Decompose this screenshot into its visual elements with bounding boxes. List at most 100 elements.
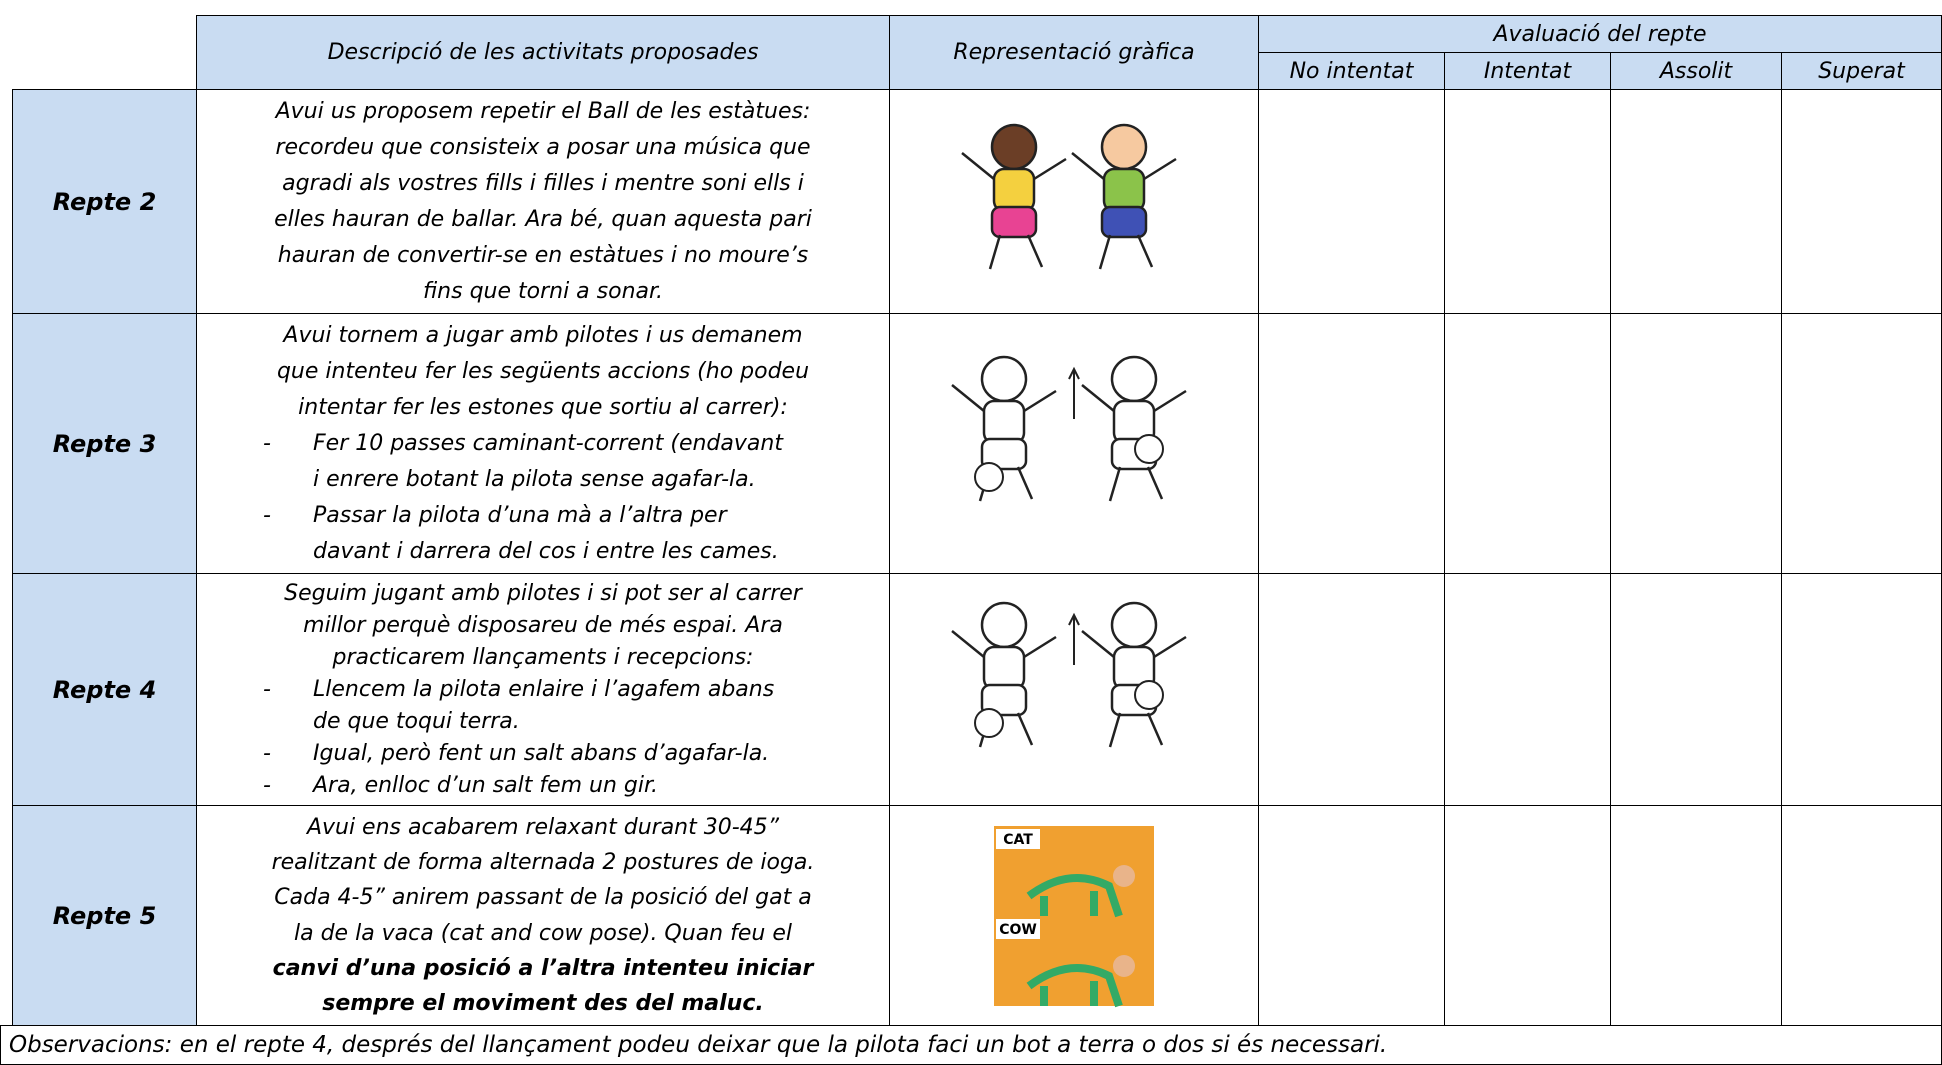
- illustration-part: [1134, 433, 1164, 464]
- text-line: recordeu que consisteix a posar una músi…: [275, 134, 811, 160]
- illustration-part: [951, 355, 1057, 501]
- illustration: [951, 601, 1187, 747]
- text-line: Avui ens acabarem relaxant durant 30-45”: [306, 814, 780, 840]
- evaluation-cell: [1444, 89, 1611, 314]
- text-line: practicarem llançaments i recepcions:: [332, 644, 754, 670]
- illustration-part: [1081, 601, 1187, 747]
- illustration-part: [980, 601, 1028, 648]
- text-line: - Llencem la pilota enlaire i l’agafem ab…: [205, 674, 881, 706]
- text-line: millor perquè disposareu de més espai. A…: [303, 612, 783, 638]
- illustration-part: [996, 918, 1040, 939]
- illustration-part: [982, 399, 1026, 444]
- illustration-part: [1113, 864, 1135, 887]
- text-line: canvi d’una posició a l’altra intenteu i…: [205, 951, 881, 986]
- header-graphic: Representació gràfica: [889, 15, 1259, 90]
- bullet: -: [263, 502, 271, 528]
- illustration-part: [974, 461, 1004, 492]
- illustration-part: [992, 167, 1036, 212]
- graphic-cell: [889, 573, 1259, 806]
- illustration-part: [974, 707, 1004, 738]
- evaluation-cell: [1444, 313, 1611, 574]
- illustration-part: [990, 123, 1038, 170]
- text-line: que intenteu fer les següents accions (h…: [276, 358, 810, 384]
- text: Ara, enlloc d’un salt fem un gir.: [313, 772, 659, 798]
- header-description: Descripció de les activitats proposades: [196, 15, 890, 90]
- illustration-part: [980, 683, 1028, 716]
- illustration-part: [1081, 355, 1187, 501]
- text: de que toqui terra.: [313, 708, 520, 734]
- evaluation-cell: [1781, 805, 1942, 1026]
- row-label: Repte 2: [12, 89, 197, 314]
- illustration-part: [1100, 205, 1148, 238]
- text-line: - Fer 10 passes caminant-corrent (endavan…: [205, 426, 881, 462]
- text-line: Cada 4-5” anirem passant de la posició d…: [274, 885, 812, 911]
- text-line: fins que torni a sonar.: [422, 278, 664, 304]
- text-line: elles hauran de ballar. Ara bé, quan aqu…: [274, 206, 812, 232]
- evaluation-cell: [1781, 573, 1942, 806]
- text-line: i enrere botant la pilota sense agafar-l…: [205, 462, 881, 498]
- graphic-label: COW: [999, 922, 1037, 938]
- activity-description: Avui tornem a jugar amb pilotes i us dem…: [196, 313, 890, 574]
- observations: Observacions: en el repte 4, després del…: [0, 1025, 1942, 1065]
- illustration-part: [1102, 167, 1146, 212]
- text-line: la de la vaca (cat and cow pose). Quan f…: [294, 920, 792, 946]
- text-line: sempre el moviment des del maluc.: [205, 986, 881, 1021]
- header-level: No intentat: [1258, 52, 1445, 90]
- illustration: CAT COW: [994, 825, 1154, 1007]
- illustration-part: [1081, 629, 1187, 747]
- graphic-label: CAT: [1003, 832, 1033, 848]
- text-line: de que toqui terra.: [205, 706, 881, 738]
- illustration-part: [1026, 873, 1123, 917]
- text-run: canvi d’una posició a l’altra: [272, 955, 624, 981]
- text-line: Seguim jugant amb pilotes i si pot ser a…: [284, 580, 802, 606]
- illustration-part: [951, 383, 1057, 501]
- header-level: Intentat: [1444, 52, 1611, 90]
- illustration-part: [1113, 954, 1135, 977]
- illustration-part: [994, 825, 1154, 1006]
- text-line: - Igual, però fent un salt abans d’agafar…: [205, 738, 881, 770]
- illustration-part: [1068, 612, 1080, 665]
- text: Fer 10 passes caminant-corrent (endavant: [313, 430, 783, 456]
- evaluation-cell: [1258, 805, 1445, 1026]
- illustration-part: [980, 355, 1028, 402]
- evaluation-cell: [1781, 313, 1942, 574]
- illustration-part: [980, 437, 1028, 470]
- text: davant i darrera del cos i entre les cam…: [313, 538, 779, 564]
- illustration-part: [1068, 366, 1080, 419]
- evaluation-cell: [1444, 805, 1611, 1026]
- illustration-part: [961, 151, 1067, 269]
- activity-description: Avui us proposem repetir el Ball de les …: [196, 89, 890, 314]
- row-label: Repte 5: [12, 805, 197, 1026]
- row-label: Repte 4: [12, 573, 197, 806]
- text-line: intentar fer les estones que sortiu al c…: [298, 394, 788, 420]
- illustration-part: [1100, 123, 1148, 170]
- illustration-part: [1026, 963, 1123, 1007]
- illustration-part: [1071, 123, 1177, 269]
- bullet: -: [263, 772, 271, 798]
- bullet: -: [263, 676, 271, 702]
- text: Llencem la pilota enlaire i l’agafem aba…: [313, 676, 775, 702]
- text: i enrere botant la pilota sense agafar-l…: [313, 466, 756, 492]
- text-line: realitzant de forma alternada 2 postures…: [271, 849, 815, 875]
- illustration-part: [1110, 601, 1158, 648]
- evaluation-cell: [1258, 89, 1445, 314]
- illustration-part: [951, 601, 1057, 747]
- header-level: Assolit: [1610, 52, 1782, 90]
- text-line: Avui tornem a jugar amb pilotes i us dem…: [283, 322, 803, 348]
- row-label: Repte 3: [12, 313, 197, 574]
- illustration-part: [1110, 355, 1158, 402]
- evaluation-cell: [1610, 89, 1782, 314]
- evaluation-cell: [1258, 573, 1445, 806]
- evaluation-cell: [1258, 313, 1445, 574]
- graphic-cell: CAT COW: [889, 805, 1259, 1026]
- text-line: - Passar la pilota d’una mà a l’altra per: [205, 498, 881, 534]
- header-evaluation: Avaluació del repte: [1258, 15, 1942, 53]
- text-run: sempre el moviment des del maluc: [322, 991, 756, 1017]
- text-line: davant i darrera del cos i entre les cam…: [205, 534, 881, 570]
- illustration-part: [990, 205, 1038, 238]
- graphic-cell: [889, 313, 1259, 574]
- bullet: -: [263, 740, 271, 766]
- text-line: Avui us proposem repetir el Ball de les …: [275, 98, 811, 124]
- header-level: Superat: [1781, 52, 1942, 90]
